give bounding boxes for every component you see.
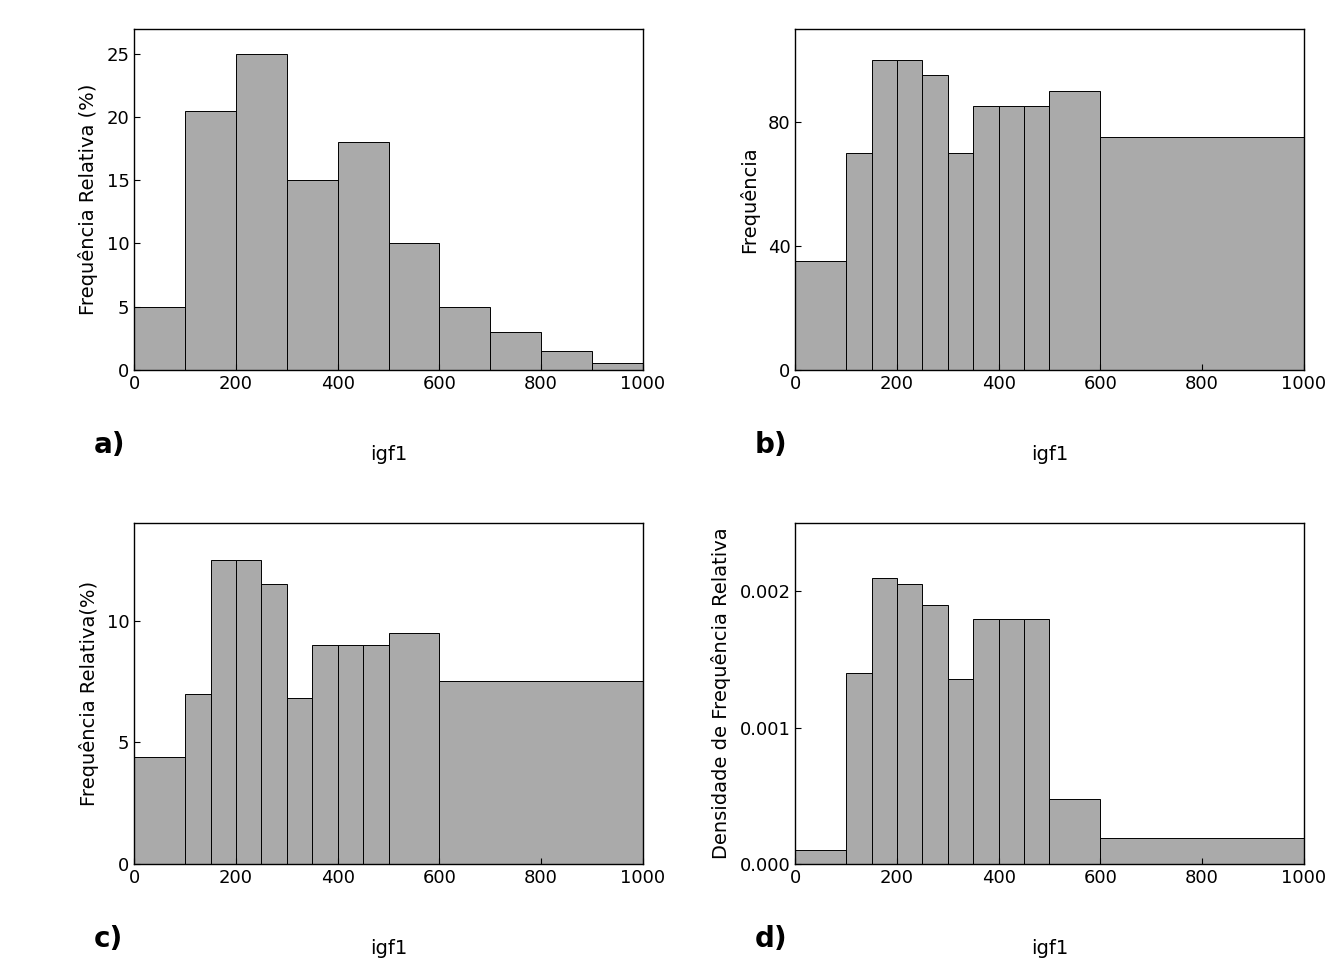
Bar [847,153,871,370]
Y-axis label: Frequência Relativa (%): Frequência Relativa (%) [78,84,98,315]
Bar [439,682,642,864]
Bar [286,180,337,370]
Y-axis label: Frequência Relativa(%): Frequência Relativa(%) [78,581,98,806]
Bar [262,584,286,864]
Bar [1050,800,1101,864]
Text: c): c) [94,925,124,953]
Bar [237,54,286,370]
Text: igf1: igf1 [370,939,407,958]
Bar [1101,838,1304,864]
Bar [796,261,847,370]
Bar [439,306,491,370]
Bar [388,633,439,864]
Bar [542,350,591,370]
Text: igf1: igf1 [1031,939,1068,958]
Bar [1101,137,1304,370]
Bar [1024,107,1050,370]
Bar [312,645,337,864]
Text: b): b) [754,431,788,459]
Bar [796,851,847,864]
Bar [134,756,185,864]
Y-axis label: Frequência: Frequência [739,146,759,252]
Bar [211,560,237,864]
Bar [1024,618,1050,864]
Bar [922,75,948,370]
Text: a): a) [94,431,125,459]
Bar [591,364,642,370]
Text: d): d) [754,925,788,953]
Bar [237,560,262,864]
Bar [973,618,999,864]
Bar [999,107,1024,370]
Bar [363,645,388,864]
Bar [134,306,185,370]
Bar [896,60,922,370]
Bar [1050,91,1101,370]
Bar [185,693,211,864]
Text: igf1: igf1 [370,444,407,464]
Bar [922,605,948,864]
Bar [185,110,237,370]
Bar [337,142,388,370]
Bar [286,699,312,864]
Bar [491,332,542,370]
Bar [871,578,896,864]
Bar [948,679,973,864]
Bar [337,645,363,864]
Y-axis label: Densidade de Frequência Relativa: Densidade de Frequência Relativa [711,528,731,859]
Bar [999,618,1024,864]
Bar [973,107,999,370]
Bar [948,153,973,370]
Bar [388,244,439,370]
Text: igf1: igf1 [1031,444,1068,464]
Bar [896,585,922,864]
Bar [847,673,871,864]
Bar [871,60,896,370]
